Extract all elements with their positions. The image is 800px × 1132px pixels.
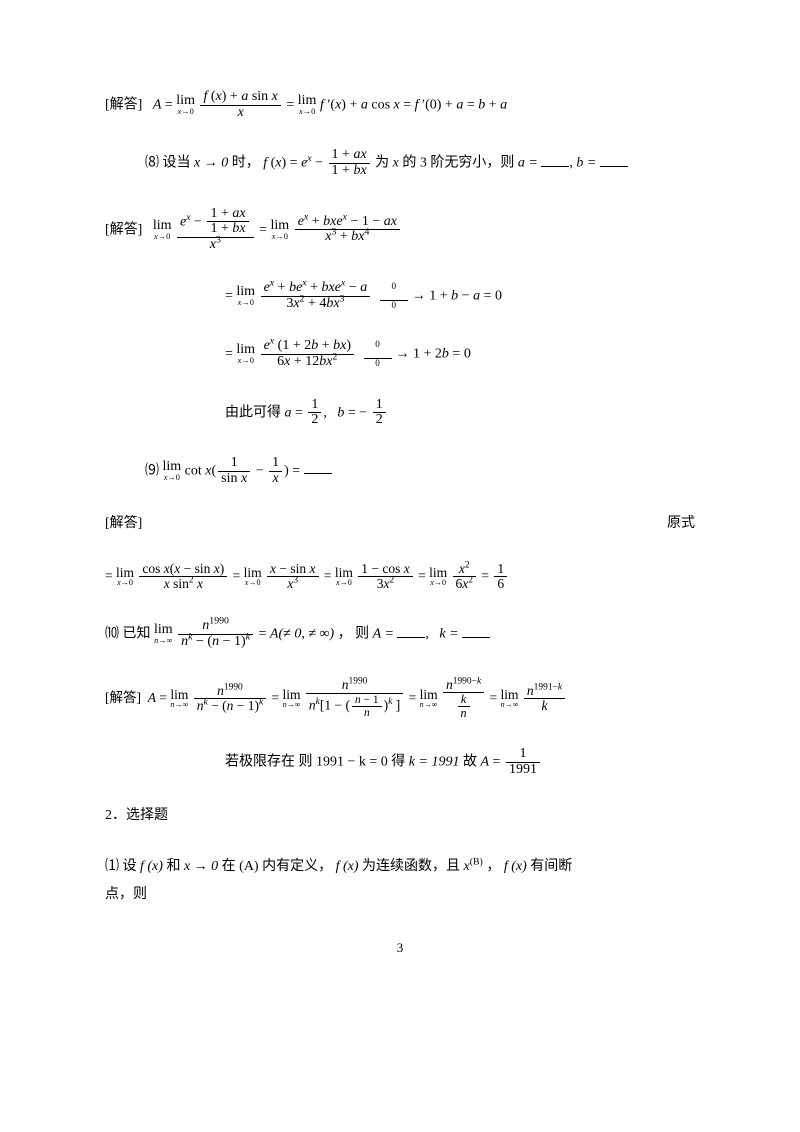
- p10-A: A(≠ 0, ≠ ∞): [270, 627, 334, 642]
- arrow-2: 0 0: [364, 340, 392, 368]
- frac-1: f (x) + a sin x x: [200, 90, 280, 120]
- ans9: = limx→0 cos x(x − sin x)x sin2 x = limx…: [105, 562, 695, 591]
- blank-a: [541, 153, 569, 167]
- cond: 1991 − k = 0: [316, 755, 388, 770]
- q2-A: (A): [239, 859, 258, 874]
- q2-xB-sup: (B): [470, 857, 483, 868]
- label-answer-4: [解答]: [105, 690, 141, 705]
- orig-expr: 原式: [667, 514, 695, 534]
- ans10-1: [解答] A = limn→∞ n1990nk − (n − 1)k = lim…: [105, 678, 695, 720]
- kval: k = 1991: [409, 755, 460, 770]
- q2c: 在: [222, 859, 240, 874]
- q2-l2: 点，则: [105, 887, 147, 902]
- p8-b-eq: b =: [576, 156, 599, 171]
- q2f: ，: [486, 859, 504, 874]
- p9-num: ⑼: [145, 463, 163, 478]
- frac-3: ex − 1 + ax1 + bx x3: [177, 207, 254, 253]
- p8-d: 的 3 阶无穷小，则: [402, 156, 518, 171]
- line-ans7: [解答] A = limx→0 f (x) + a sin x x = limx…: [105, 90, 695, 120]
- frac-2: 1 + ax 1 + bx: [329, 148, 370, 178]
- label-answer-2: [解答]: [105, 222, 142, 237]
- p8-x0: x → 0: [194, 156, 228, 171]
- lim-7: limx→0: [163, 460, 182, 482]
- frac-4: ex + bxex − 1 − ax x3 + bx4: [295, 215, 400, 245]
- q2-x0: x → 0: [184, 859, 218, 874]
- p8-c: 为: [375, 156, 393, 171]
- lim-1: limx→0: [176, 94, 195, 116]
- q2-fx: f (x): [140, 859, 163, 874]
- q2a: ⑴ 设: [105, 859, 140, 874]
- blank-k: [462, 624, 490, 638]
- ans8-3: = limx→0 ex (1 + 2b + bx) 6x + 12bx2 0 0…: [105, 339, 695, 369]
- blank-A: [397, 624, 425, 638]
- page-number: 3: [105, 939, 695, 957]
- q2e: 为连续函数，且: [362, 859, 464, 874]
- lim-6: limx→0: [236, 343, 255, 365]
- ans9-label-row: [解答] 原式: [105, 514, 695, 534]
- q2-1: ⑴ 设 f (x) 和 x → 0 在 (A) 内有定义， f (x) 为连续函…: [105, 853, 695, 909]
- section-2: 2．选择题: [105, 806, 695, 826]
- p8-b: 时，: [232, 156, 264, 171]
- get: 得: [391, 755, 409, 770]
- lim-2: limx→0: [298, 94, 317, 116]
- p10-a: ⑽ 已知: [105, 627, 154, 642]
- q2-fx3: f (x): [504, 859, 527, 874]
- q2d: 内有定义，: [262, 859, 336, 874]
- prob-10: ⑽ 已知 limn→∞ n1990nk − (n − 1)k = A(≠ 0, …: [105, 619, 695, 649]
- label-answer: [解答]: [105, 97, 142, 112]
- ans8-2: = limx→0 ex + bex + bxex − a 3x2 + 4bx3 …: [105, 281, 695, 311]
- arrow-1: 0 0: [380, 282, 408, 310]
- sym-A: A: [153, 97, 162, 112]
- lim-5: limx→0: [236, 285, 255, 307]
- prob-8: ⑻ 设当 x → 0 时， f (x) = ex − 1 + ax 1 + bx…: [105, 148, 695, 178]
- prob-9: ⑼ limx→0 cot x(1sin x − 1x) =: [105, 456, 695, 486]
- p8-a-eq: a =: [518, 156, 541, 171]
- label-answer-3: [解答]: [105, 514, 142, 534]
- p8-a: ⑻ 设当: [145, 156, 194, 171]
- q2-fx2: f (x): [336, 859, 359, 874]
- frac-5: ex + bex + bxex − a 3x2 + 4bx3: [261, 281, 371, 311]
- ans8-1: [解答] limx→0 ex − 1 + ax1 + bx x3 = limx→…: [105, 207, 695, 253]
- p10-Ais: A =: [373, 627, 398, 642]
- page-root: [解答] A = limx→0 f (x) + a sin x x = limx…: [0, 0, 800, 997]
- p8-x: x: [393, 156, 399, 171]
- q2g: 有间断: [530, 859, 572, 874]
- p10-kis: k =: [439, 627, 462, 642]
- q2b: 和: [166, 859, 184, 874]
- p10-b: ， 则: [338, 627, 373, 642]
- lim-4: limx→0: [271, 219, 290, 241]
- thus-label: 由此可得: [225, 405, 285, 420]
- blank-9: [304, 461, 332, 475]
- if-lim: 若极限存在 则: [225, 755, 316, 770]
- hence: 故: [463, 755, 481, 770]
- blank-b: [600, 153, 628, 167]
- ans8-4: 由此可得 a = 12, b = − 12: [105, 398, 695, 428]
- lim-3: limx→0: [153, 219, 172, 241]
- ans10-2: 若极限存在 则 1991 − k = 0 得 k = 1991 故 A = 11…: [105, 747, 695, 777]
- frac-6: ex (1 + 2b + bx) 6x + 12bx2: [261, 339, 354, 369]
